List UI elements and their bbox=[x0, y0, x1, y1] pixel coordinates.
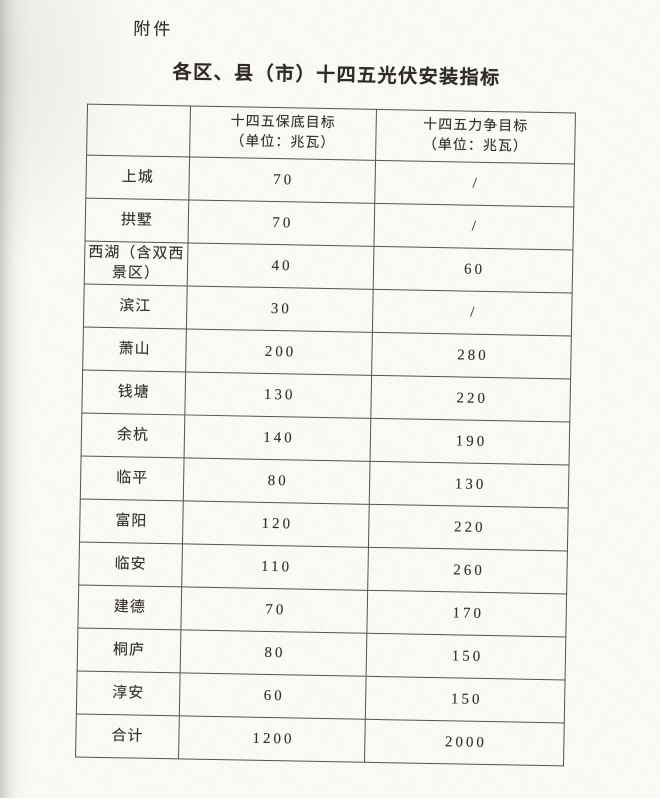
row-base-target-cell: 60 bbox=[179, 672, 367, 720]
row-region-cell: 合计 bbox=[75, 713, 180, 759]
header-region-cell bbox=[86, 104, 191, 157]
row-base-target-cell: 30 bbox=[186, 285, 374, 333]
row-region-cell: 上城 bbox=[85, 155, 190, 200]
row-strive-target-cell: 260 bbox=[367, 547, 568, 594]
row-base-target-cell: 80 bbox=[180, 629, 367, 677]
row-base-target-cell: 80 bbox=[183, 457, 371, 505]
row-region-cell: 钱塘 bbox=[81, 370, 186, 415]
row-base-target-cell: 70 bbox=[180, 586, 368, 634]
header-base-target-line2: （单位：兆瓦） bbox=[230, 134, 336, 152]
row-strive-target-cell: 130 bbox=[369, 461, 569, 508]
row-base-target-cell: 40 bbox=[187, 242, 374, 290]
row-base-target-cell: 1200 bbox=[178, 715, 366, 763]
row-strive-target-cell: 60 bbox=[373, 246, 573, 294]
row-base-target-cell: 120 bbox=[182, 500, 370, 548]
row-base-target-cell: 130 bbox=[184, 371, 372, 419]
row-strive-target-cell: / bbox=[373, 203, 574, 251]
row-region-cell: 淳安 bbox=[76, 670, 181, 716]
row-base-target-cell: 140 bbox=[184, 414, 371, 462]
row-strive-target-cell: 2000 bbox=[364, 719, 565, 766]
page-title: 各区、县（市）十四五光伏安装指标 bbox=[172, 62, 501, 90]
row-strive-target-cell: / bbox=[374, 160, 575, 208]
row-region-cell: 临平 bbox=[80, 456, 185, 501]
row-strive-target-cell: 280 bbox=[371, 332, 572, 379]
row-region-cell: 西湖（含双西景区） bbox=[84, 241, 188, 286]
row-base-target-cell: 200 bbox=[185, 328, 373, 376]
table-header-row: 十四五保底目标 （单位：兆瓦） 十四五力争目标 （单位：兆瓦） bbox=[86, 104, 576, 165]
row-base-target-cell: 70 bbox=[188, 156, 376, 204]
table-row-total: 合计 1200 2000 bbox=[75, 713, 565, 766]
row-region-cell: 拱墅 bbox=[85, 198, 189, 243]
row-region-cell: 临安 bbox=[78, 542, 183, 587]
table-body: 上城 70/拱墅 70/西湖（含双西景区） 40 60 滨江 30/萧山 200 280 钱塘 13… bbox=[75, 155, 575, 766]
row-region-cell: 余杭 bbox=[81, 413, 185, 458]
row-region-cell: 建德 bbox=[77, 585, 182, 630]
row-region-cell: 萧山 bbox=[82, 327, 187, 372]
row-strive-target-cell: 220 bbox=[368, 504, 569, 551]
row-strive-target-cell: 150 bbox=[366, 633, 566, 680]
attachment-label: 附件 bbox=[133, 19, 174, 40]
header-strive-target-cell: 十四五力争目标 （单位：兆瓦） bbox=[375, 109, 576, 165]
table-header: 十四五保底目标 （单位：兆瓦） 十四五力争目标 （单位：兆瓦） bbox=[86, 104, 576, 165]
row-region-cell: 桐庐 bbox=[77, 628, 181, 673]
header-base-target-cell: 十四五保底目标 （单位：兆瓦） bbox=[189, 105, 377, 161]
row-region-cell: 滨江 bbox=[83, 284, 188, 329]
row-strive-target-cell: / bbox=[372, 289, 573, 336]
row-strive-target-cell: 170 bbox=[366, 590, 567, 637]
row-base-target-cell: 70 bbox=[187, 199, 375, 247]
row-base-target-cell: 110 bbox=[181, 543, 369, 591]
row-strive-target-cell: 190 bbox=[370, 418, 570, 465]
row-region-cell: 富阳 bbox=[79, 499, 184, 544]
header-strive-target-line2: （单位：兆瓦） bbox=[422, 137, 528, 155]
row-strive-target-cell: 220 bbox=[370, 375, 571, 422]
pv-targets-table: 十四五保底目标 （单位：兆瓦） 十四五力争目标 （单位：兆瓦） 上城 70/拱墅 7… bbox=[75, 104, 576, 767]
row-strive-target-cell: 150 bbox=[365, 676, 566, 723]
